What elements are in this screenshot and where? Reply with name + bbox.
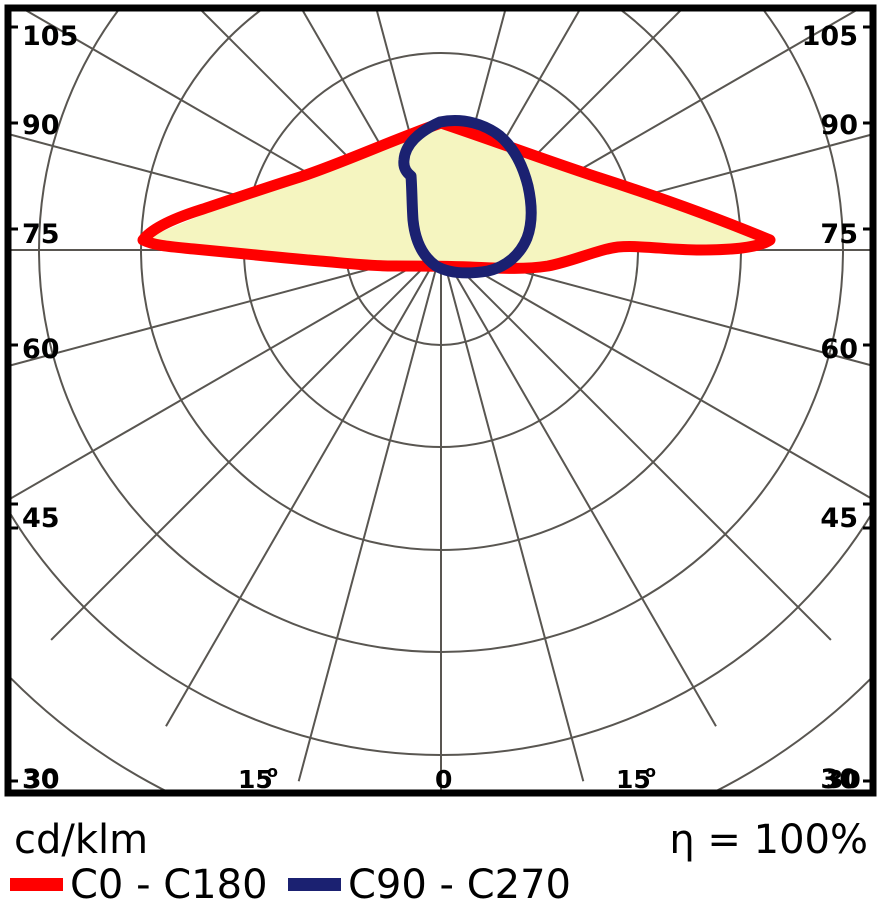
units-label: cd/klm [14,817,148,863]
angle-label-bottom-0: 0 [435,765,452,794]
c0-c180-fill [143,123,770,269]
bottom-axis-labels: 30 15 o 0 15 o 30 [24,762,861,794]
axis-label-right-90: 90 [820,110,858,141]
series-c90-c270-curve [398,114,537,279]
legend-label-c90-c270: C90 - C270 [348,862,571,908]
right-axis-ticks [863,25,873,783]
axis-label-left-30: 30 [22,764,60,795]
grid-spoke-p45 [440,249,832,641]
axis-label-right-45: 45 [820,503,858,534]
series-c0-c180-curve [137,117,776,274]
angle-label-bottom-p15-degree: o [645,762,656,781]
axis-label-left-90: 90 [22,110,60,141]
angle-label-bottom-p15: 15 [616,765,651,794]
axis-label-right-75: 75 [820,219,858,250]
axis-label-left-45: 45 [22,503,60,534]
left-axis-labels: 105 90 75 60 45 30 [22,21,78,795]
grid-spoke-m30 [165,249,442,727]
axis-label-right-60: 60 [820,334,858,365]
grid-spoke-m45 [50,249,442,641]
axis-label-left-75: 75 [22,219,60,250]
grid-spoke-m15 [297,249,442,782]
grid-spoke-p75 [440,249,873,367]
angle-label-bottom-p30: 30 [826,765,861,794]
grid-spoke-p15 [440,249,585,782]
right-axis-labels: 105 90 75 60 45 30 [802,21,858,795]
grid-spoke-m75 [8,249,442,368]
grid-spoke-m60 [8,249,442,502]
axis-label-left-60: 60 [22,334,60,365]
angle-label-bottom-m30: 30 [24,765,59,794]
grid-spoke-p30 [440,249,717,727]
legend-swatch-c90-c270 [288,878,341,891]
grid-spoke-p60 [440,249,873,501]
axis-label-right-30: 30 [820,764,858,795]
left-axis-ticks [8,25,18,783]
efficiency-label: η = 100% [669,817,868,863]
angle-label-bottom-m15-degree: o [267,762,278,781]
legend-swatch-c0-c180 [10,878,63,891]
plot-frame [4,4,877,797]
chart-legend: C0 - C180 C90 - C270 [10,862,571,908]
angle-label-bottom-m15: 15 [238,765,273,794]
axis-label-right-105: 105 [802,21,858,52]
axis-label-left-105: 105 [22,21,78,52]
legend-label-c0-c180: C0 - C180 [70,862,268,908]
